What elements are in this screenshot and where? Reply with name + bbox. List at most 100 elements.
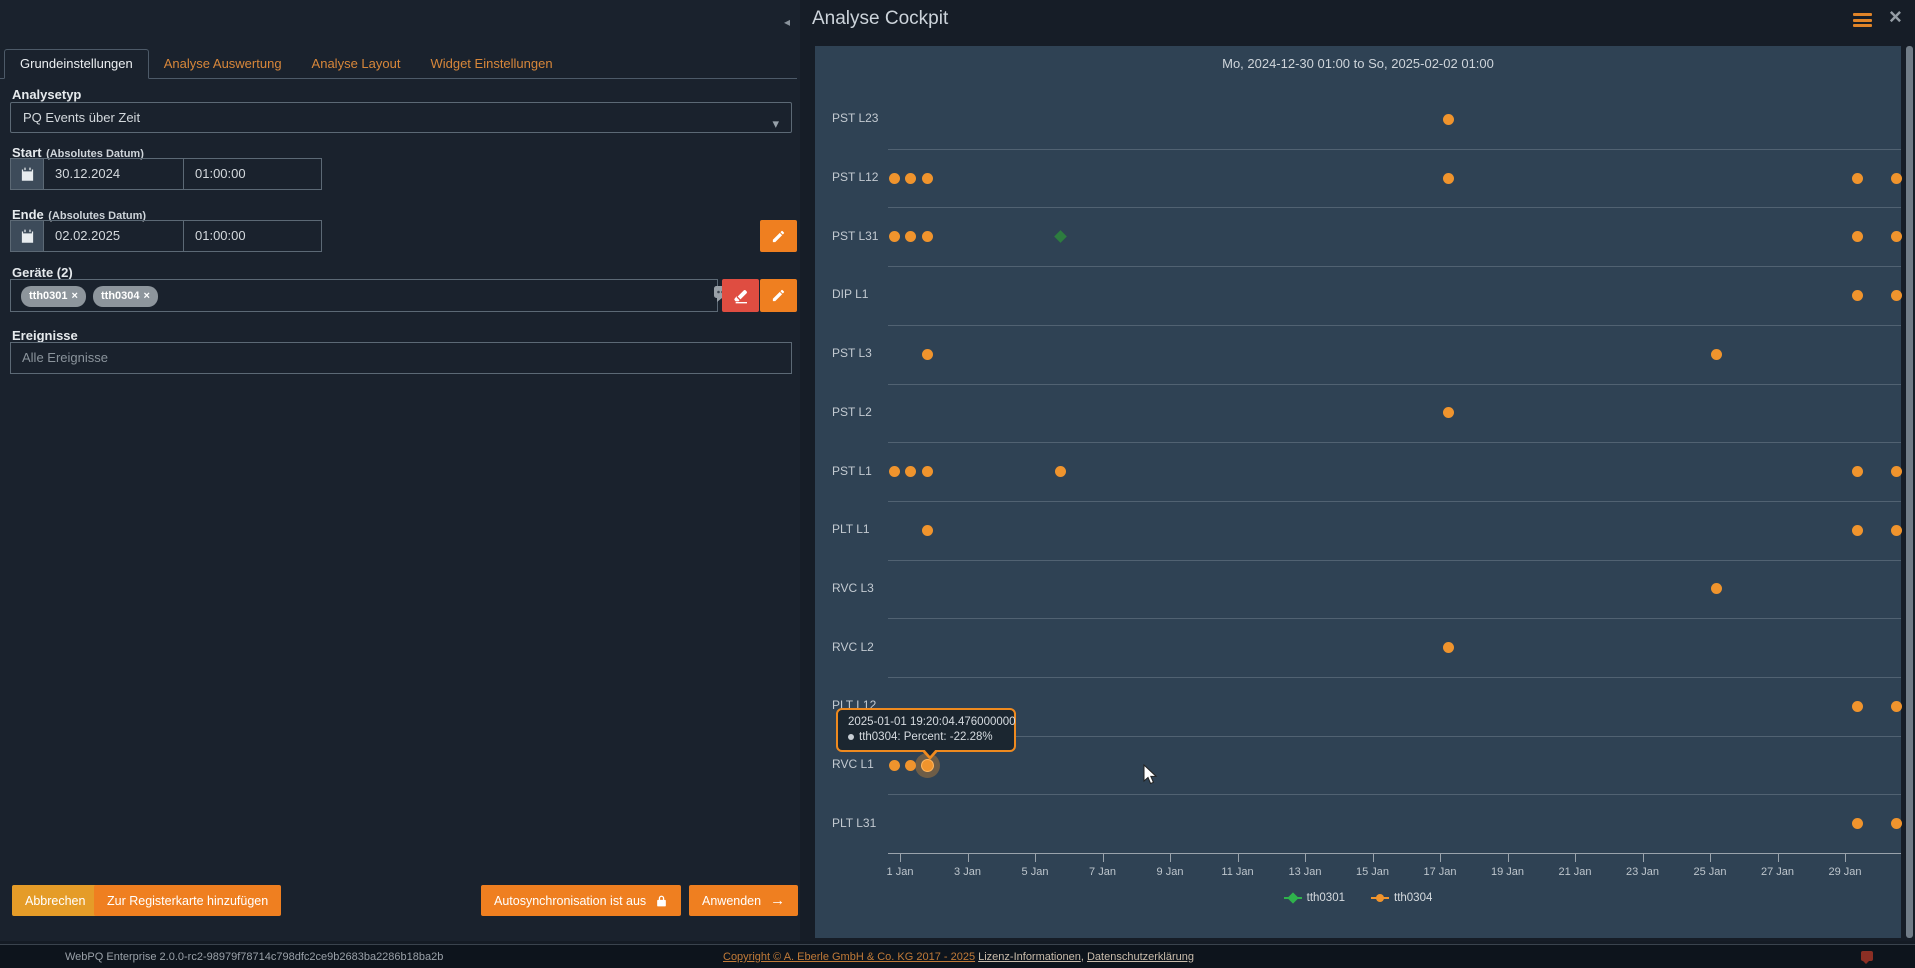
x-tick: [1777, 853, 1779, 862]
data-point[interactable]: [1851, 289, 1863, 301]
zur-registerkarte-button[interactable]: Zur Registerkarte hinzufügen: [94, 885, 282, 916]
chart-tooltip: 2025-01-01 19:20:04.476000000 tth0304: P…: [836, 708, 1016, 760]
ende-calendar-button[interactable]: [10, 220, 44, 252]
pencil-icon: [771, 288, 786, 303]
start-time-input[interactable]: 01:00:00: [183, 158, 322, 190]
data-point[interactable]: [1442, 113, 1454, 125]
x-tick: [1102, 853, 1104, 862]
data-point[interactable]: [1851, 818, 1863, 830]
legend-item-tth0301[interactable]: tth0301: [1283, 892, 1345, 904]
start-date-input[interactable]: 30.12.2024: [43, 158, 184, 190]
devices-input[interactable]: tth0301 × tth0304 ×: [10, 279, 718, 312]
data-point[interactable]: [921, 348, 933, 360]
x-tick: [1035, 853, 1036, 862]
data-point[interactable]: [1891, 289, 1903, 301]
devices-clear-button[interactable]: [722, 279, 759, 312]
ereignisse-input[interactable]: Alle Ereignisse: [10, 342, 792, 374]
data-point[interactable]: [1851, 466, 1863, 478]
analysetyp-select[interactable]: PQ Events über Zeit ▾: [10, 102, 792, 133]
data-point[interactable]: [1711, 348, 1723, 360]
data-point[interactable]: [1054, 230, 1068, 244]
chip-remove-icon[interactable]: ×: [71, 290, 78, 302]
menu-icon[interactable]: [1853, 13, 1872, 30]
data-point[interactable]: [1851, 700, 1863, 712]
data-point[interactable]: [921, 172, 933, 184]
ende-time-input[interactable]: 01:00:00: [183, 220, 322, 252]
device-chip[interactable]: tth0304 ×: [93, 286, 158, 307]
tab-bar: Grundeinstellungen Analyse Auswertung An…: [0, 49, 797, 79]
device-chip[interactable]: tth0301 ×: [21, 286, 86, 307]
legend-item-tth0304[interactable]: tth0304: [1371, 892, 1432, 904]
x-tick-label: 13 Jan: [1288, 866, 1322, 878]
x-tick: [1642, 853, 1644, 862]
tab-grundeinstellungen[interactable]: Grundeinstellungen: [4, 49, 149, 79]
data-point[interactable]: [889, 759, 901, 771]
eraser-icon: [733, 288, 749, 304]
data-point[interactable]: [1851, 172, 1863, 184]
chart-card: Mo, 2024-12-30 01:00 to So, 2025-02-02 0…: [815, 46, 1903, 938]
data-point[interactable]: [1891, 466, 1903, 478]
collapse-panel-icon[interactable]: ◂: [784, 15, 791, 29]
data-point[interactable]: [921, 231, 933, 243]
tab-widget-einstellungen[interactable]: Widget Einstellungen: [430, 56, 553, 71]
data-point[interactable]: [1891, 231, 1903, 243]
datenschutz-link[interactable]: Datenschutzerklärung: [1086, 951, 1194, 963]
geraete-label: Geräte (2): [12, 265, 73, 280]
vertical-scrollbar[interactable]: [1906, 46, 1913, 938]
row-label: PST L23: [832, 111, 879, 126]
legend-label: tth0301: [1306, 892, 1345, 904]
ende-edit-button[interactable]: [760, 220, 797, 252]
data-point[interactable]: [1442, 172, 1454, 184]
data-point[interactable]: [904, 759, 916, 771]
data-point[interactable]: [1891, 818, 1903, 830]
data-point[interactable]: [1851, 524, 1863, 536]
tab-analyse-auswertung[interactable]: Analyse Auswertung: [163, 56, 282, 71]
data-point[interactable]: [889, 231, 901, 243]
tab-analyse-layout[interactable]: Analyse Layout: [311, 56, 401, 71]
grid-line: [888, 324, 1901, 326]
data-point[interactable]: [921, 466, 933, 478]
row-label: RVC L1: [832, 757, 874, 772]
data-point[interactable]: [904, 231, 916, 243]
anwenden-button[interactable]: Anwenden →: [689, 885, 799, 916]
data-point[interactable]: [904, 466, 916, 478]
data-point[interactable]: [921, 524, 933, 536]
row-label: PST L3: [832, 346, 872, 361]
chevron-down-icon: ▾: [772, 116, 779, 131]
data-point[interactable]: [1055, 466, 1067, 478]
data-point[interactable]: [1442, 642, 1454, 654]
data-point[interactable]: [1891, 524, 1903, 536]
data-point[interactable]: [889, 466, 901, 478]
grid-line: [888, 735, 1901, 737]
row-label: DIP L1: [832, 287, 869, 302]
data-point[interactable]: [1891, 700, 1903, 712]
ende-date-input[interactable]: 02.02.2025: [43, 220, 184, 252]
data-point[interactable]: [1711, 583, 1723, 595]
feedback-bubble-icon[interactable]: [1861, 951, 1873, 964]
abbrechen-button[interactable]: Abbrechen: [12, 885, 99, 916]
close-icon[interactable]: ×: [1889, 4, 1902, 29]
x-tick: [1440, 853, 1441, 862]
x-tick: [1305, 853, 1306, 862]
start-calendar-button[interactable]: [10, 158, 44, 190]
x-tick-label: 29 Jan: [1828, 866, 1862, 878]
chip-remove-icon[interactable]: ×: [143, 290, 150, 302]
data-point[interactable]: [1891, 172, 1903, 184]
lizenz-link[interactable]: Lizenz-Informationen: [978, 951, 1081, 963]
autosync-button[interactable]: Autosynchronisation ist aus: [481, 885, 682, 916]
data-point[interactable]: [920, 758, 934, 772]
row-label: PST L12: [832, 170, 879, 185]
x-tick-label: 15 Jan: [1355, 866, 1390, 878]
data-point[interactable]: [1851, 231, 1863, 243]
devices-edit-button[interactable]: [760, 279, 797, 312]
data-point[interactable]: [904, 172, 916, 184]
mouse-cursor: [1143, 764, 1158, 786]
data-point[interactable]: [889, 172, 901, 184]
calendar-icon: [20, 167, 35, 182]
arrow-right-icon: →: [770, 892, 786, 909]
copyright-link[interactable]: Copyright © A. Eberle GmbH & Co. KG 2017…: [723, 951, 976, 963]
x-tick: [1372, 853, 1374, 862]
chart-legend: tth0301 tth0304: [815, 892, 1901, 904]
data-point[interactable]: [1442, 407, 1454, 419]
grid-line: [888, 559, 1901, 561]
